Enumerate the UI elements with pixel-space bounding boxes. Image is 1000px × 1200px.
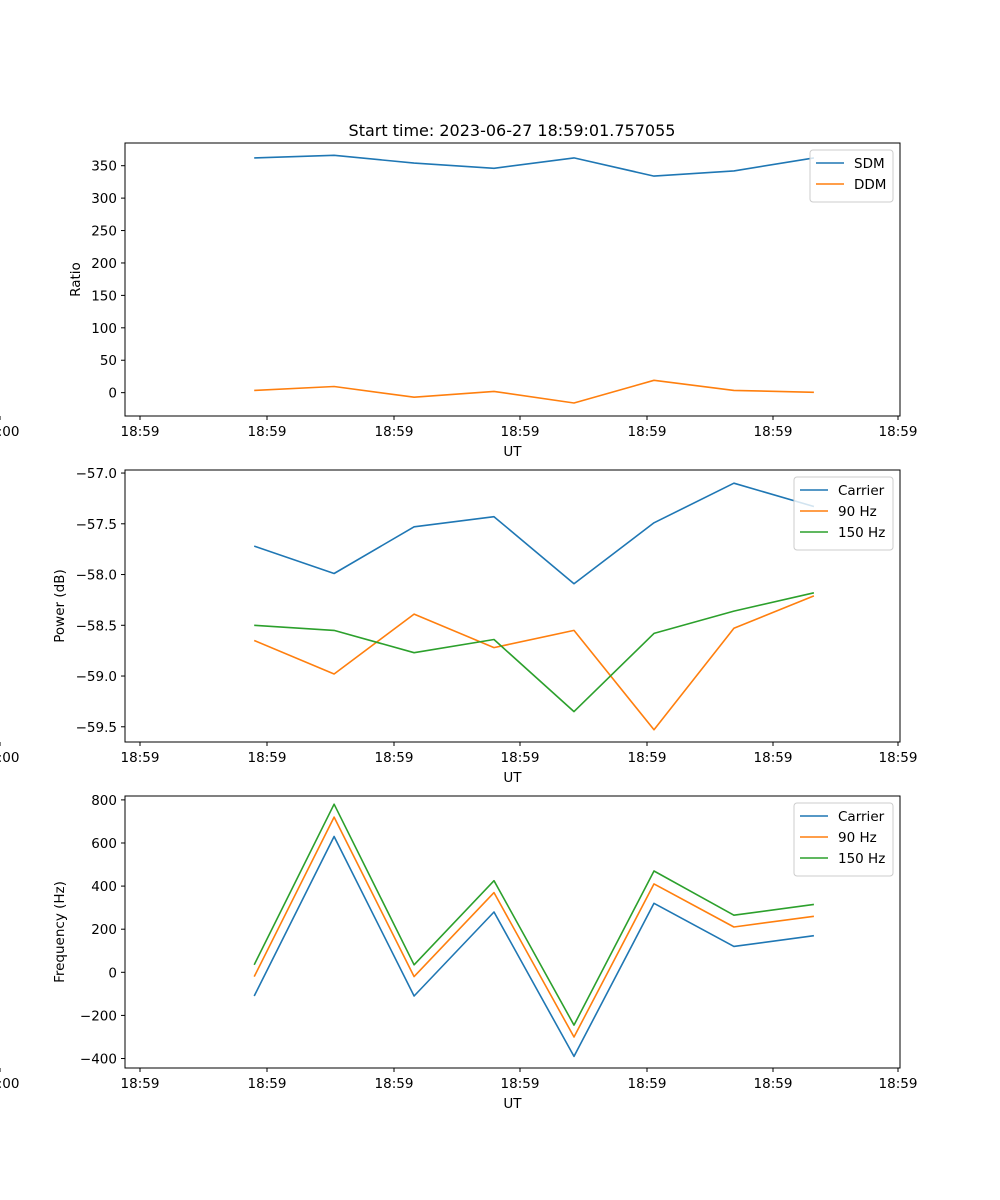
series-line-carrier: [253, 482, 815, 585]
y-tick-label: 800: [91, 793, 117, 809]
series-line-ddm: [254, 379, 814, 404]
y-tick-label: 400: [91, 879, 117, 895]
series-line-150-hz: [253, 803, 815, 1026]
legend-label: 150 Hz: [838, 525, 885, 541]
x-tick-label: 18:59: [879, 424, 918, 440]
x-tick-label: 19:00: [0, 1076, 19, 1092]
series-line-90-hz: [253, 595, 815, 731]
y-tick-label: −58.5: [76, 618, 117, 634]
panels: 18:59 18:59 18:59 18:59 18:59 18:59 18:59 19:00…: [0, 142, 918, 1112]
legend-label: SDM: [854, 156, 885, 172]
y-tick-label: 100: [91, 321, 117, 337]
y-tick-label: 250: [91, 224, 117, 240]
x-tick-label: 18:59: [375, 1076, 414, 1092]
x-tick-label: 18:59: [375, 424, 414, 440]
x-tick-label: 18:59: [248, 750, 287, 766]
y-tick-label: 200: [91, 256, 117, 272]
plot-frame: [124, 469, 901, 743]
figure-title: Start time: 2023-06-27 18:59:01.757055: [349, 121, 676, 140]
x-tick-label: 19:00: [0, 424, 19, 440]
x-tick-label: 18:59: [879, 1076, 918, 1092]
legend-label: Carrier: [838, 483, 885, 499]
legend: Carrier 90 Hz 150 Hz: [793, 802, 894, 877]
y-tick-label: −57.5: [76, 517, 117, 533]
x-tick-label: 18:59: [121, 750, 160, 766]
x-tick-label: 18:59: [628, 424, 667, 440]
y-tick-label: 350: [91, 159, 117, 175]
x-axis-label: UT: [503, 1096, 522, 1112]
y-axis-label: Power (dB): [52, 569, 68, 642]
x-tick-label: 18:59: [754, 1076, 793, 1092]
legend-label: 150 Hz: [838, 851, 885, 867]
y-tick-label: 50: [100, 353, 117, 369]
chart-panel-1: 18:59 18:59 18:59 18:59 18:59 18:59 18:59 19:00…: [0, 142, 918, 460]
x-axis-label: UT: [503, 770, 522, 786]
series-line-150-hz: [254, 592, 815, 713]
y-tick-label: 600: [91, 836, 117, 852]
series-line-sdm: [254, 154, 815, 177]
x-tick-label: 18:59: [375, 750, 414, 766]
x-tick-label: 18:59: [248, 424, 287, 440]
x-tick-label: 18:59: [628, 1076, 667, 1092]
chart-panel-3: 18:59 18:59 18:59 18:59 18:59 18:59 18:59 19:00…: [0, 793, 917, 1112]
y-tick-label: −59.0: [76, 669, 117, 685]
x-tick-label: 19:00: [0, 750, 19, 766]
y-tick-label: 0: [108, 965, 117, 981]
x-tick-label: 18:59: [121, 424, 160, 440]
x-tick-label: 18:59: [501, 1076, 540, 1092]
y-tick-label: 300: [91, 191, 117, 207]
plot-frame: [124, 795, 901, 1069]
x-tick-label: 18:59: [501, 424, 540, 440]
legend-label: Carrier: [838, 809, 885, 825]
x-tick-label: 18:59: [754, 750, 793, 766]
legend-label: 90 Hz: [838, 504, 877, 520]
y-tick-label: 150: [91, 288, 117, 304]
legend-label: DDM: [854, 177, 886, 193]
legend: SDM DDM: [809, 149, 894, 203]
x-tick-label: 18:59: [879, 750, 918, 766]
x-tick-label: 18:59: [248, 1076, 287, 1092]
legend: Carrier 90 Hz 150 Hz: [793, 476, 894, 551]
y-tick-label: −57.0: [76, 466, 117, 482]
x-tick-label: 18:59: [754, 424, 793, 440]
y-tick-label: −400: [80, 1052, 117, 1068]
x-axis-label: UT: [503, 444, 522, 460]
y-tick-label: −59.5: [76, 720, 117, 736]
plot-frame: [124, 142, 901, 417]
y-axis-label: Ratio: [68, 262, 84, 297]
series-line-carrier: [253, 835, 815, 1058]
x-tick-label: 18:59: [628, 750, 667, 766]
legend-label: 90 Hz: [838, 830, 877, 846]
series-line-90-hz: [253, 816, 815, 1038]
chart-panel-2: 18:59 18:59 18:59 18:59 18:59 18:59 18:59 19:00…: [0, 466, 917, 786]
y-tick-label: 200: [91, 922, 117, 938]
y-tick-label: −58.0: [76, 568, 117, 584]
y-tick-label: 0: [108, 386, 117, 402]
y-axis-label: Frequency (Hz): [52, 881, 68, 983]
x-tick-label: 18:59: [501, 750, 540, 766]
y-tick-label: −200: [80, 1008, 117, 1024]
x-tick-label: 18:59: [121, 1076, 160, 1092]
